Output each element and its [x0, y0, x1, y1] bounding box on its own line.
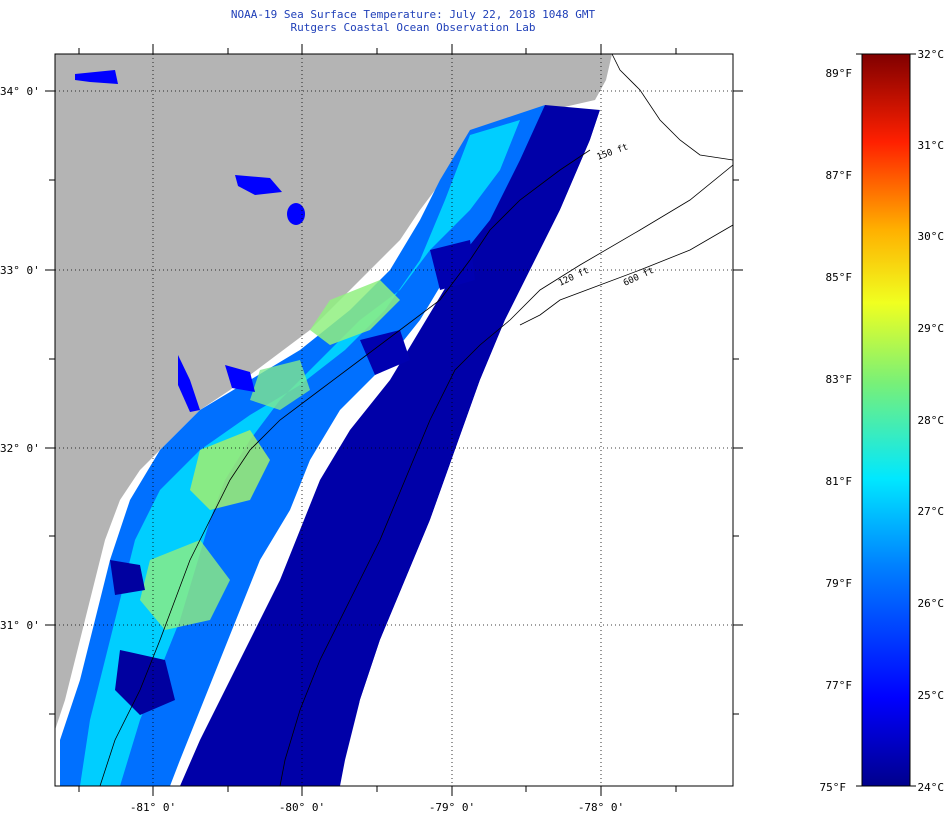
lat-label-32: 32° 0'	[0, 442, 40, 455]
colorbar-f-label-83: 83°F	[825, 373, 853, 386]
lon-label-80: -80° 0'	[278, 801, 326, 814]
sst-swath-offshore	[180, 105, 600, 786]
lat-label-31: 31° 0'	[0, 619, 40, 632]
colorbar-c-label-28: 28°C	[917, 414, 944, 427]
lat-label-34: 34° 0'	[0, 85, 40, 98]
colorbar-f-label-77: 77°F	[825, 679, 853, 692]
sst-band-cyan	[80, 120, 520, 786]
sst-patch-warm-3	[140, 540, 230, 630]
colorbar-f-label-79: 79°F	[825, 577, 853, 590]
map-subtitle: Rutgers Coastal Ocean Observation Lab	[290, 21, 536, 34]
colorbar-f-label-85: 85°F	[825, 271, 853, 284]
sst-patch-cold-2	[110, 560, 145, 595]
colorbar-c-label-32: 32°C	[917, 48, 944, 61]
colorbar-f-label-81: 81°F	[825, 475, 853, 488]
colorbar-c-label-26: 26°C	[917, 597, 944, 610]
inland-water-3	[287, 203, 305, 225]
land-area	[55, 54, 612, 730]
isobath-600ft	[279, 164, 733, 786]
colorbar-c-label-27: 27°C	[917, 505, 944, 518]
colorbar-c-label-31: 31°C	[917, 139, 944, 152]
inland-water-4	[178, 355, 200, 412]
colorbar-f-label-75: 75°F	[819, 781, 847, 794]
sst-patch-warm-4	[250, 360, 310, 410]
inland-water-2	[235, 175, 282, 195]
sst-patch-cold-3	[360, 330, 410, 375]
inland-water-1	[75, 70, 118, 84]
tick-marks	[45, 44, 743, 796]
plot-frame	[54, 53, 734, 787]
colorbar-c-label-25: 25°C	[917, 689, 944, 702]
graticule	[55, 54, 733, 786]
coast-detail	[519, 224, 733, 326]
sst-patch-warm-1	[310, 280, 400, 345]
colorbar-f-label-89: 89°F	[825, 67, 853, 80]
sst-patch-cold-4	[430, 240, 475, 290]
sst-patch-cold-1	[115, 650, 175, 715]
lon-label-79: -79° 0'	[428, 801, 476, 814]
lon-label-81: -81° 0'	[129, 801, 177, 814]
colorbar-c-label-30: 30°C	[917, 230, 944, 243]
inland-water-5	[225, 365, 255, 392]
colorbar-f-label-87: 87°F	[825, 169, 853, 182]
colorbar-ticks	[856, 53, 916, 787]
colorbar-c-label-29: 29°C	[917, 322, 944, 335]
lon-label-78: -78° 0'	[577, 801, 625, 814]
colorbar-gradient	[861, 53, 911, 787]
coastline	[611, 54, 733, 161]
isobath-150ft	[99, 149, 591, 786]
lat-label-33: 33° 0'	[0, 264, 40, 277]
colorbar-c-label-24: 24°C	[917, 781, 944, 794]
map-title: NOAA-19 Sea Surface Temperature: July 22…	[230, 8, 596, 21]
